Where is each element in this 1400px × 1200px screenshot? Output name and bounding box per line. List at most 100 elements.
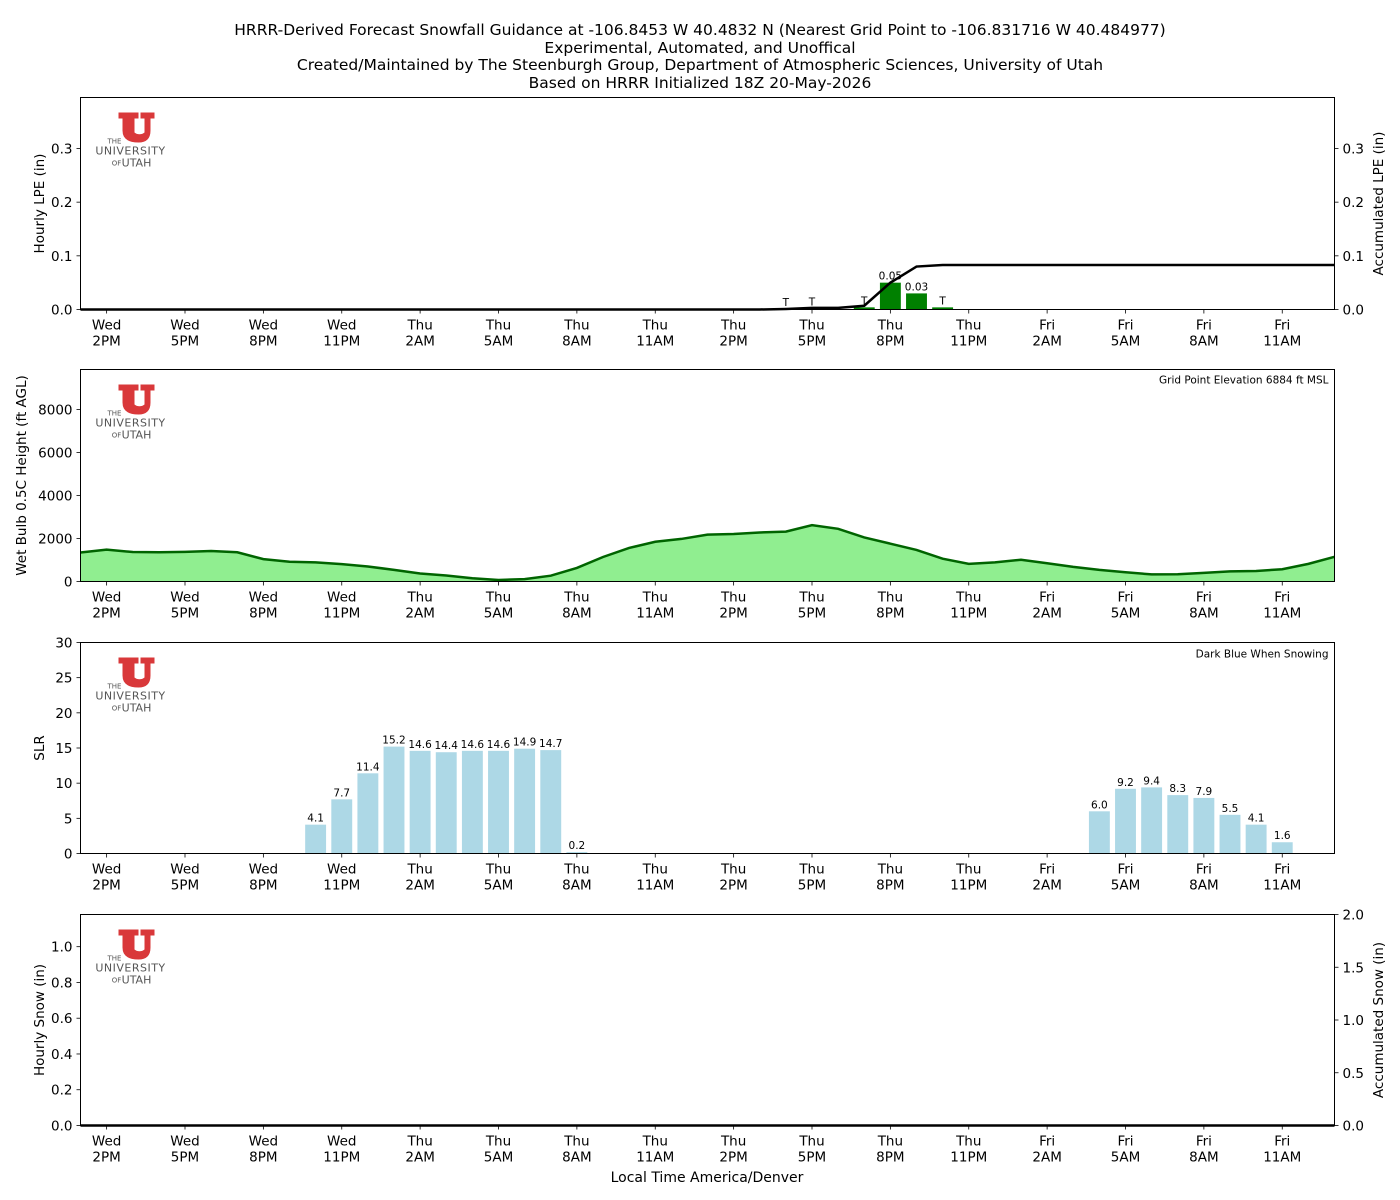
slr-bar-label: 9.2 xyxy=(1117,777,1134,789)
slr-bar-label: 1.6 xyxy=(1274,830,1291,842)
right-y-tick-label: 0.0 xyxy=(1343,1119,1364,1135)
x-tick-label: Thu xyxy=(642,862,668,878)
slr-bar xyxy=(461,750,483,854)
lpe-bar xyxy=(906,293,927,310)
slr-bar-label: 0.2 xyxy=(569,840,586,852)
logo-of-text: OF xyxy=(112,705,122,713)
slr-bar xyxy=(1193,797,1215,854)
x-tick-label: Fri xyxy=(1039,862,1055,878)
x-tick-label: 11AM xyxy=(636,878,674,894)
x-tick-label: 5PM xyxy=(171,606,199,622)
y-tick-label: 0.1 xyxy=(51,249,72,265)
x-tick-label: Wed xyxy=(92,318,121,334)
slr-bar xyxy=(409,750,431,854)
elevation-annotation: Grid Point Elevation 6884 ft MSL xyxy=(1159,375,1329,387)
x-tick-label: 2AM xyxy=(1032,878,1061,894)
slr-bar-label: 14.9 xyxy=(513,737,536,749)
wetbulb-area xyxy=(80,525,1335,582)
logo-the-text: THE xyxy=(107,138,122,146)
x-tick-label: 2PM xyxy=(719,1150,747,1166)
x-tick-label: Wed xyxy=(170,590,199,606)
slr-bar-label: 14.6 xyxy=(461,739,485,751)
x-tick-label: 5AM xyxy=(1111,334,1140,350)
x-tick-label: 8AM xyxy=(1189,878,1218,894)
x-tick-label: 11PM xyxy=(950,606,987,622)
x-tick-label: Fri xyxy=(1274,590,1290,606)
x-tick-label: 11PM xyxy=(950,334,987,350)
x-tick-label: 2AM xyxy=(1032,334,1061,350)
x-tick-label: Thu xyxy=(642,1134,668,1150)
y-tick-label: 4000 xyxy=(38,488,72,504)
x-tick-label: 2PM xyxy=(92,334,120,350)
slr-bar xyxy=(540,750,562,854)
y-tick-label: 8000 xyxy=(38,402,72,418)
x-tick-label: Fri xyxy=(1039,1134,1055,1150)
logo-university-text: UNIVERSITY xyxy=(95,690,165,703)
lpe-bar-label: 0.03 xyxy=(905,281,928,293)
slr-bar xyxy=(331,799,353,854)
x-tick-label: Fri xyxy=(1274,862,1290,878)
x-tick-label: 11PM xyxy=(323,878,360,894)
slr-bar-label: 6.0 xyxy=(1091,799,1108,811)
title-line-1: HRRR-Derived Forecast Snowfall Guidance … xyxy=(234,21,1166,39)
x-tick-label: 11AM xyxy=(1263,1150,1301,1166)
title-line-2: Experimental, Automated, and Unoffical xyxy=(544,38,856,57)
y-axis-label: Hourly LPE (in) xyxy=(32,154,48,254)
slr-bar xyxy=(305,824,327,854)
logo-u-mark xyxy=(118,929,155,960)
x-tick-label: Thu xyxy=(955,318,981,334)
x-tick-label: 5AM xyxy=(484,1150,513,1166)
slr-bar-label: 5.5 xyxy=(1222,803,1239,815)
plot-frame xyxy=(80,97,1335,310)
x-tick-label: Thu xyxy=(877,318,903,334)
slr-bar xyxy=(1219,814,1241,854)
y-tick-label: 0.6 xyxy=(51,1011,72,1027)
slr-bar-label: 4.1 xyxy=(1248,813,1265,825)
y-tick-label: 2000 xyxy=(38,531,72,547)
x-tick-label: 2PM xyxy=(92,1150,120,1166)
x-tick-label: 11PM xyxy=(323,334,360,350)
slr-bar-label: 15.2 xyxy=(382,735,405,747)
x-tick-label: Fri xyxy=(1196,318,1212,334)
x-tick-label: Wed xyxy=(327,1134,356,1150)
x-tick-label: Wed xyxy=(327,862,356,878)
x-tick-label: 2PM xyxy=(92,606,120,622)
x-tick-label: 11AM xyxy=(636,334,674,350)
x-tick-label: Thu xyxy=(485,1134,511,1150)
x-tick-label: Thu xyxy=(642,318,668,334)
x-tick-label: Fri xyxy=(1039,590,1055,606)
x-tick-label: 11PM xyxy=(950,878,987,894)
plot-frame xyxy=(80,914,1335,1126)
x-tick-label: Fri xyxy=(1117,590,1133,606)
x-tick-label: Thu xyxy=(485,318,511,334)
x-tick-label: Thu xyxy=(563,1134,589,1150)
right-y-axis-label: Accumulated Snow (in) xyxy=(1371,942,1387,1098)
right-y-tick-label: 0.0 xyxy=(1343,303,1364,319)
x-tick-label: 11AM xyxy=(636,1150,674,1166)
x-tick-label: 2PM xyxy=(92,878,120,894)
slr-bar xyxy=(435,752,457,854)
x-tick-label: 5AM xyxy=(1111,1150,1140,1166)
x-tick-label: 8AM xyxy=(562,334,591,350)
x-tick-label: Fri xyxy=(1196,590,1212,606)
lpe-bar xyxy=(932,307,954,310)
right-y-tick-label: 0.1 xyxy=(1343,249,1364,265)
x-tick-label: 8PM xyxy=(876,334,904,350)
x-tick-label: Thu xyxy=(720,318,746,334)
x-tick-label: 5PM xyxy=(798,606,826,622)
x-tick-label: 5PM xyxy=(171,878,199,894)
x-tick-label: Fri xyxy=(1274,318,1290,334)
x-tick-label: Thu xyxy=(406,318,432,334)
x-tick-label: 11AM xyxy=(1263,878,1301,894)
x-tick-label: 11PM xyxy=(323,1150,360,1166)
x-tick-label: Wed xyxy=(92,862,121,878)
slr-bar xyxy=(1088,811,1110,854)
x-tick-label: 2AM xyxy=(405,606,434,622)
x-tick-label: Wed xyxy=(92,1134,121,1150)
right-y-axis-label: Accumulated LPE (in) xyxy=(1371,132,1387,276)
x-tick-label: Wed xyxy=(249,590,278,606)
logo-university-text: UNIVERSITY xyxy=(95,417,165,430)
logo-the-text: THE xyxy=(107,683,122,691)
